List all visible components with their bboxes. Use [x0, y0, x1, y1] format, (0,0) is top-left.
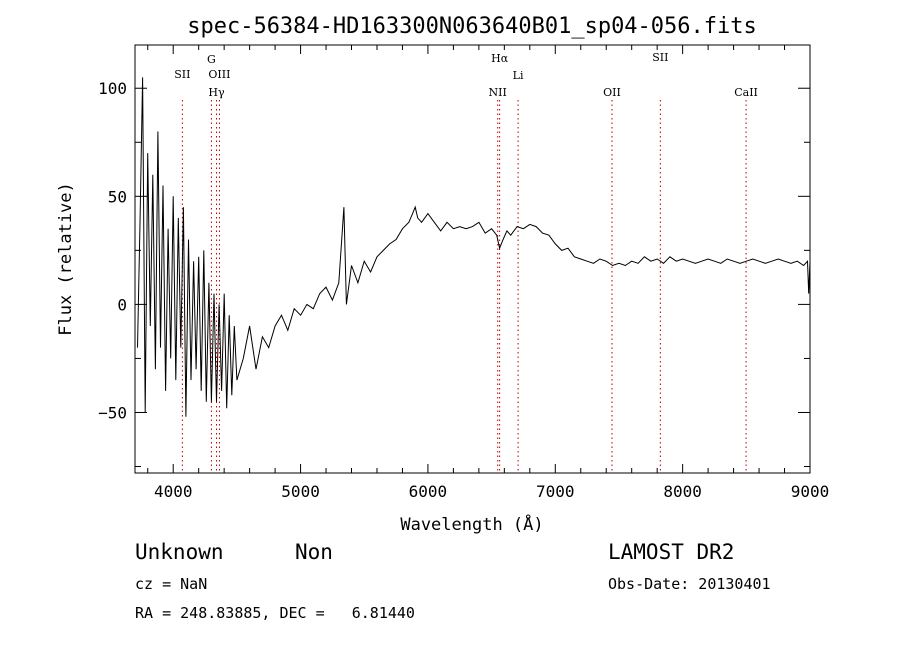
y-tick-label: 0	[117, 295, 127, 314]
spectral-line-label: Hα	[491, 52, 509, 65]
coordinates: RA = 248.83885, DEC = 6.81440	[135, 604, 415, 622]
survey-name: LAMOST DR2	[608, 540, 735, 564]
x-tick-label: 6000	[409, 482, 448, 501]
spectral-line-markers: SII G Hγ OIII NII Hα Li OII SII CaII	[174, 51, 758, 473]
spectral-line-label: OII	[603, 86, 621, 99]
x-tick-label: 9000	[791, 482, 830, 501]
spectral-line-label: SII	[174, 68, 190, 81]
y-tick-label: −50	[98, 403, 127, 422]
observation-date: Obs-Date: 20130401	[608, 575, 771, 593]
x-tick-label: 5000	[281, 482, 320, 501]
spectrum-chart: spec-56384-HD163300N063640B01_sp04-056.f…	[56, 14, 830, 535]
object-subclass: Non	[295, 540, 333, 564]
x-axis-label: Wavelength (Å)	[400, 513, 543, 535]
y-axis-label: Flux (relative)	[56, 182, 76, 336]
y-tick-label: 100	[98, 79, 127, 98]
chart-title: spec-56384-HD163300N063640B01_sp04-056.f…	[187, 14, 757, 39]
spectrum-line	[137, 77, 811, 417]
spectral-line-label: OIII	[208, 68, 230, 81]
spectral-line-label: CaII	[734, 86, 758, 99]
spectral-line-label: NII	[489, 86, 507, 99]
x-axis: 4000 5000 6000 7000 8000 9000	[147, 45, 830, 501]
x-tick-label: 8000	[663, 482, 702, 501]
object-class: Unknown	[135, 540, 224, 564]
redshift-cz: cz = NaN	[135, 575, 208, 593]
y-tick-label: 50	[108, 187, 127, 206]
y-axis: −50 0 50 100	[98, 79, 810, 468]
spectral-line-label: SII	[652, 51, 668, 64]
spectral-line-label: G	[207, 53, 216, 66]
x-tick-label: 7000	[536, 482, 575, 501]
plot-frame	[134, 44, 811, 474]
spectral-line-label: Hγ	[208, 86, 225, 99]
spectral-line-label: Li	[513, 69, 524, 82]
x-tick-label: 4000	[154, 482, 193, 501]
